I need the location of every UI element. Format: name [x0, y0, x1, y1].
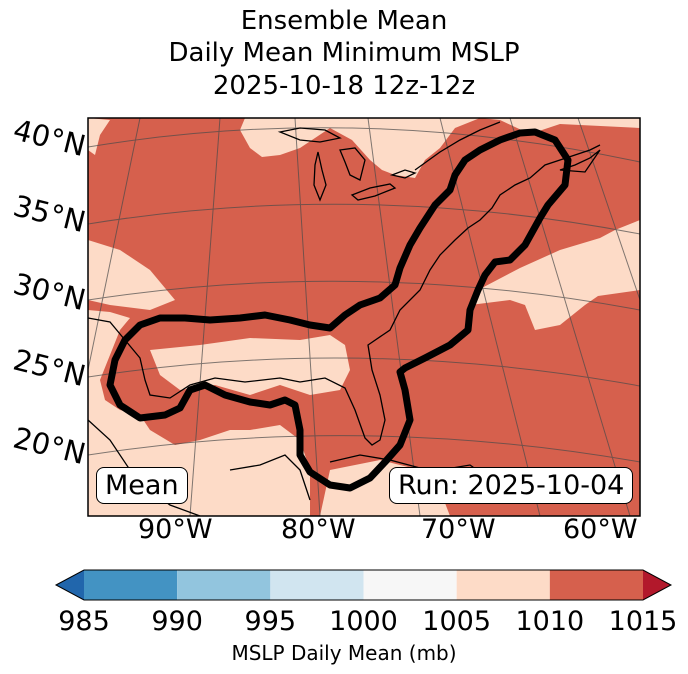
colorbar-label: MSLP Daily Mean (mb) — [231, 641, 457, 665]
map-frame — [87, 117, 641, 517]
colorbar-tick-990: 990 — [151, 606, 203, 637]
great-lakes-superior — [277, 127, 342, 143]
title-line-2: Daily Mean Minimum MSLP — [168, 38, 520, 68]
graticule — [88, 118, 640, 516]
colorbar-tick-985: 985 — [58, 606, 110, 637]
colorbar-tick-1010: 1010 — [515, 606, 585, 637]
run-date-label: Run: 2025-10-04 — [389, 467, 634, 504]
mean-label: Mean — [96, 467, 188, 504]
light-zone-gulf-west — [88, 310, 310, 516]
lon-label-70w: 70°W — [421, 514, 496, 545]
light-zone-west-interior — [88, 240, 175, 310]
great-lakes-michigan — [313, 151, 327, 202]
colorbar-extend-low — [56, 570, 84, 600]
title-line-1: Ensemble Mean — [240, 6, 448, 36]
colorbar-outline — [54, 569, 673, 601]
nova-scotia — [559, 149, 601, 173]
colorbar-tick-995: 995 — [244, 606, 297, 637]
light-zone-northeast — [240, 118, 640, 178]
colorbar-tick-1000: 1000 — [329, 606, 398, 637]
light-zone-east — [470, 220, 640, 330]
lon-label-80w: 80°W — [281, 514, 356, 545]
colorbar-segment — [84, 570, 178, 600]
lon-label-60w: 60°W — [563, 514, 638, 545]
colorbar-tick-1005: 1005 — [422, 606, 492, 637]
great-lakes-huron — [339, 147, 366, 181]
colorbar-segment — [270, 570, 364, 600]
colorbar-extend-high — [643, 570, 671, 600]
title-line-3: 2025-10-18 12z-12z — [212, 71, 476, 101]
colorbar-segment — [549, 570, 643, 600]
great-lakes-ontario — [389, 169, 417, 179]
lon-label-90w: 90°W — [138, 514, 213, 545]
gulf-coast — [88, 144, 601, 446]
great-lakes-erie — [350, 183, 397, 201]
colorbar-segment — [177, 570, 271, 600]
colorbar-segment — [456, 570, 550, 600]
st-lawrence — [414, 121, 501, 171]
colorbar-segment — [363, 570, 457, 600]
colorbar-tick-1015: 1015 — [608, 606, 678, 637]
probability-contour — [106, 128, 572, 492]
